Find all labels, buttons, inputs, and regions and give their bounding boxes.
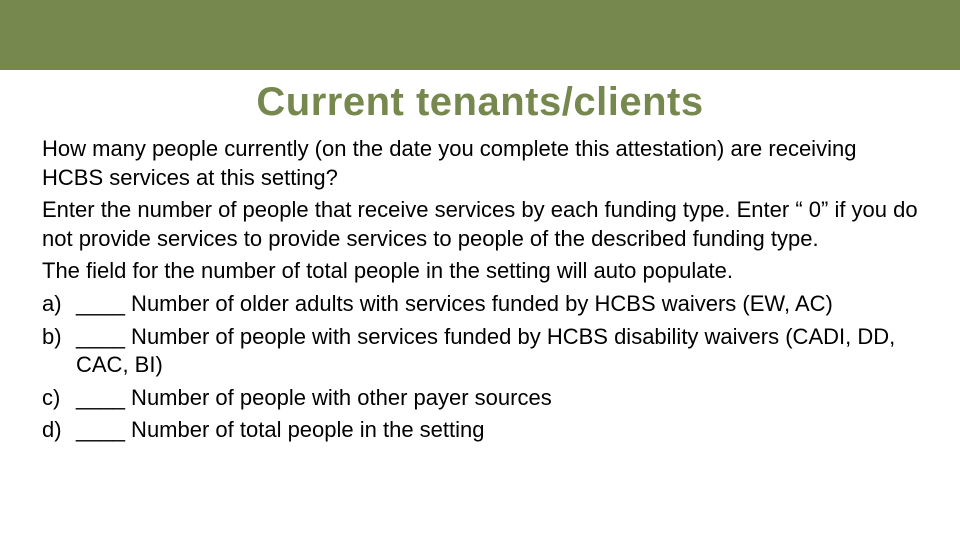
list-text-a: ____ Number of older adults with service… [76,290,918,319]
slide-content: How many people currently (on the date y… [0,135,960,445]
list-item: b) ____ Number of people with services f… [42,323,918,380]
list-text-d: ____ Number of total people in the setti… [76,416,918,445]
list-item: c) ____ Number of people with other paye… [42,384,918,413]
list-text-b: ____ Number of people with services fund… [76,323,918,380]
slide: Current tenants/clients How many people … [0,0,960,540]
list-item: a) ____ Number of older adults with serv… [42,290,918,319]
paragraph-2: Enter the number of people that receive … [42,196,918,253]
paragraph-3: The field for the number of total people… [42,257,918,286]
list-marker-c: c) [42,384,76,413]
funding-list: a) ____ Number of older adults with serv… [42,290,918,445]
list-marker-a: a) [42,290,76,319]
header-bar [0,0,960,70]
paragraph-1: How many people currently (on the date y… [42,135,918,192]
list-text-c: ____ Number of people with other payer s… [76,384,918,413]
list-marker-d: d) [42,416,76,445]
list-item: d) ____ Number of total people in the se… [42,416,918,445]
list-marker-b: b) [42,323,76,380]
slide-title: Current tenants/clients [0,80,960,125]
